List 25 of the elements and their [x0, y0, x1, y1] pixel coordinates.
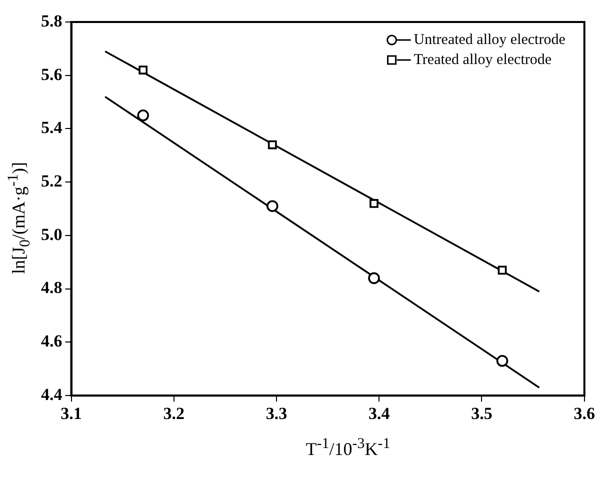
y-tick-label: 5.4: [41, 118, 63, 138]
point: [137, 110, 149, 122]
legend-label: Treated alloy electrode: [414, 52, 552, 68]
legend-label: Untreated alloy electrode: [414, 32, 566, 48]
x-tick-label: 3.1: [60, 404, 82, 424]
point: [498, 266, 507, 275]
x-tick-label: 3.2: [163, 404, 184, 424]
point: [370, 199, 378, 208]
y-tick-label: 4.8: [41, 278, 62, 298]
point: [368, 272, 380, 284]
point: [266, 200, 278, 212]
y-tick-label: 4.6: [41, 332, 62, 351]
x-tick-label: 3.6: [574, 404, 595, 424]
y-tick-label: 5.2: [41, 172, 62, 191]
point: [268, 140, 277, 150]
x-tick-label: 3.3: [266, 404, 288, 424]
y-tick-label: 5.0: [41, 224, 62, 244]
y-tick-label: 5.6: [41, 64, 62, 84]
point: [138, 66, 148, 74]
point: [496, 355, 508, 367]
y-tick-label: 5.8: [41, 11, 62, 30]
x-tick-label: 3.5: [471, 404, 492, 424]
y-tick-label: 4.4: [41, 384, 63, 404]
x-tick-label: 3.4: [368, 404, 390, 424]
x-axis-title: T$^{-1}$/10$^{-3}$K$^{-1}$: [304, 436, 392, 460]
